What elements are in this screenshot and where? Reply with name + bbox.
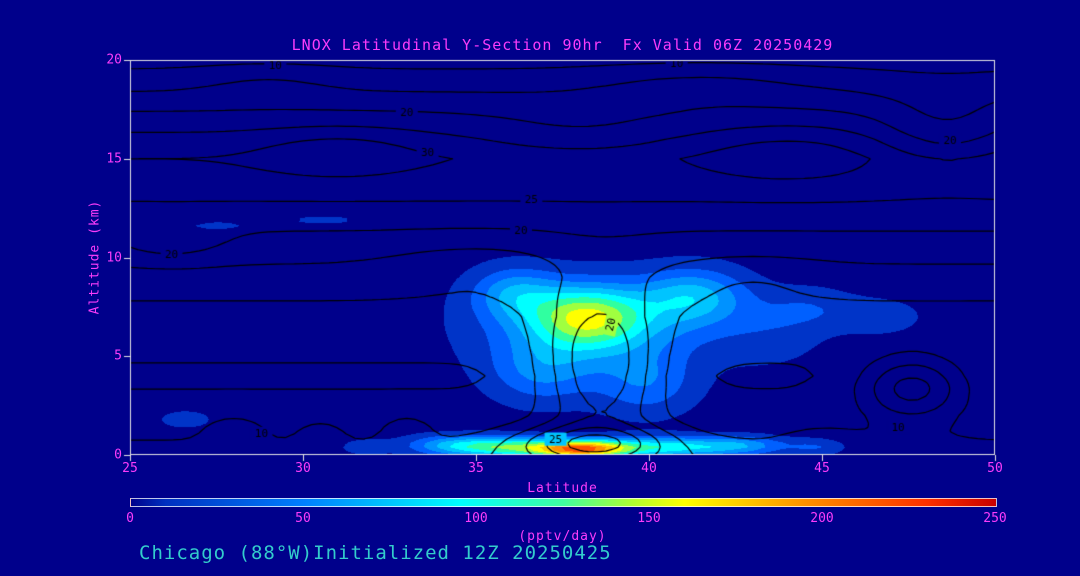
x-tick-label-30: 30 bbox=[295, 461, 311, 476]
colorbar-tick-label-250: 250 bbox=[983, 511, 1007, 526]
colorbar-tick-label-200: 200 bbox=[810, 511, 834, 526]
y-tick-label-15: 15 bbox=[106, 151, 122, 167]
colorbar-tick-label-150: 150 bbox=[637, 511, 661, 526]
x-tick-label-45: 45 bbox=[814, 461, 830, 476]
y-tick-label-10: 10 bbox=[106, 250, 122, 265]
y-tick-label-0: 0 bbox=[114, 447, 122, 463]
footer-annotation: Chicago (88°W)Initialized 12Z 20250425 bbox=[139, 542, 612, 564]
colorbar-units-label: (pptv/day) bbox=[518, 529, 607, 544]
x-tick-label-35: 35 bbox=[468, 461, 484, 476]
x-tick-label-25: 25 bbox=[122, 461, 138, 476]
chart-title: LNOX Latitudinal Y-Section 90hr Fx Valid… bbox=[291, 36, 834, 54]
x-tick-label-50: 50 bbox=[987, 461, 1003, 476]
colorbar-tick-label-50: 50 bbox=[295, 511, 311, 526]
colorbar-tick-label-100: 100 bbox=[464, 511, 488, 526]
colorbar-tick-label-0: 0 bbox=[126, 511, 134, 526]
x-axis-label: Latitude bbox=[527, 481, 598, 496]
y-tick-label-5: 5 bbox=[114, 348, 122, 364]
colorbar bbox=[130, 498, 997, 507]
x-tick-label-40: 40 bbox=[641, 461, 657, 476]
y-tick-label-20: 20 bbox=[106, 52, 122, 68]
